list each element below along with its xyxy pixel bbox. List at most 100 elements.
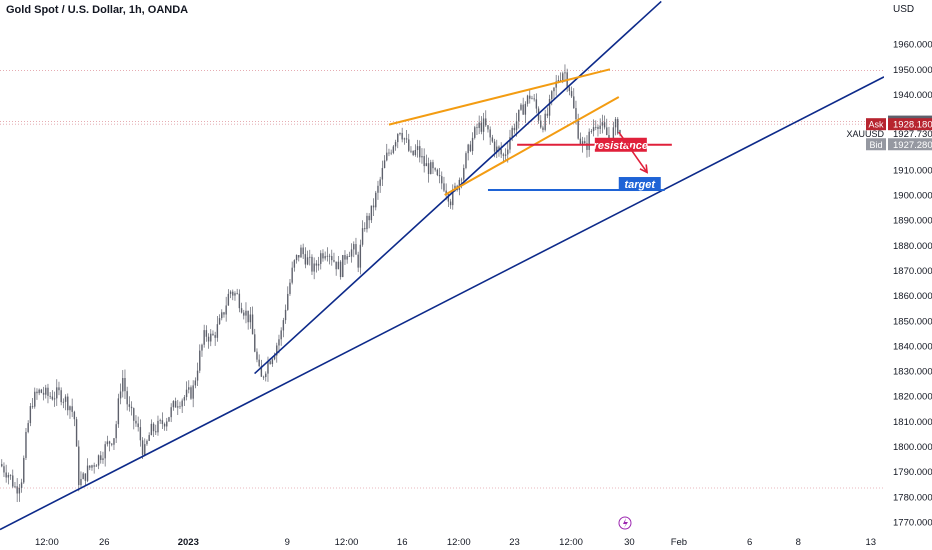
candle-body: [278, 339, 280, 346]
candle-body: [447, 194, 450, 202]
candle-body: [498, 146, 500, 150]
candle-body: [438, 175, 441, 177]
candle-body: [155, 431, 157, 433]
candle-body: [203, 330, 205, 345]
candle-body: [370, 205, 373, 221]
bid-price-value: 1927.280: [893, 140, 932, 151]
candle-body: [293, 260, 296, 268]
candle-body: [311, 256, 313, 272]
candle-body: [254, 334, 256, 352]
y-tick-label: 1900.000: [893, 191, 932, 202]
candle-body: [18, 487, 21, 494]
candle-body: [386, 152, 388, 161]
candle-body: [284, 309, 287, 321]
x-tick-label: 16: [397, 537, 408, 548]
candle-body: [82, 473, 84, 480]
candle-body: [258, 359, 260, 367]
candle-body: [218, 318, 221, 325]
candle-body: [463, 167, 465, 180]
candle-body: [306, 257, 309, 265]
candle-body: [513, 127, 516, 131]
x-tick-label: 8: [796, 537, 801, 548]
candle-body: [144, 444, 146, 455]
candle-body: [403, 138, 406, 140]
candle-body: [276, 345, 278, 356]
candle-body: [104, 444, 106, 459]
candle-body: [64, 396, 67, 402]
candle-body: [309, 256, 311, 258]
candle-body: [38, 389, 40, 394]
candle-body: [298, 255, 300, 258]
candle-body: [67, 396, 69, 411]
y-tick-label: 1860.000: [893, 291, 932, 302]
candle-body: [251, 314, 254, 335]
candle-body: [390, 152, 392, 154]
down-arrow-head: [639, 164, 649, 174]
candle-body: [529, 95, 531, 99]
x-tick-label: Feb: [671, 537, 687, 548]
candle-body: [599, 125, 601, 129]
candle-body: [469, 144, 472, 152]
candle-body: [493, 141, 496, 152]
candle-body: [339, 261, 342, 278]
candle-body: [34, 391, 36, 407]
candle-body: [152, 423, 155, 432]
candle-body: [16, 486, 18, 494]
candle-body: [282, 320, 285, 331]
candle-body: [36, 391, 38, 394]
candle-body: [273, 355, 276, 360]
candle-body: [520, 104, 522, 110]
candle-body: [194, 380, 197, 386]
bid-tag-bg: [866, 138, 886, 151]
candle-body: [315, 263, 318, 266]
candle-body: [414, 150, 417, 156]
candle-body: [568, 87, 571, 92]
candle-body: [179, 406, 181, 408]
target-label-bg: [618, 177, 661, 192]
candle-body: [337, 261, 340, 270]
candle-body: [526, 95, 529, 104]
candle-body: [335, 261, 337, 270]
candle-body: [210, 333, 212, 342]
candle-body: [249, 314, 252, 323]
candle-body: [364, 228, 366, 230]
candle-body: [73, 411, 76, 420]
candle-body: [271, 359, 274, 365]
candle-body: [240, 308, 243, 313]
candle-body: [130, 406, 133, 409]
candle-body: [443, 183, 445, 191]
price-tag-plain: XAUUSD 1927.730: [846, 129, 932, 140]
candle-body: [5, 472, 7, 478]
candle-body: [586, 143, 588, 150]
candle-body: [137, 423, 139, 428]
candle-body: [419, 146, 421, 158]
candle-body: [95, 465, 98, 467]
candle-body: [535, 99, 538, 109]
candle-body: [430, 162, 432, 174]
candle-body: [502, 154, 505, 156]
candle-body: [172, 401, 175, 408]
x-tick-label: 12:00: [447, 537, 471, 548]
candle-body: [161, 420, 164, 424]
candle-body: [357, 254, 359, 268]
candle-body: [115, 424, 117, 439]
candle-body: [183, 397, 186, 401]
currency-label: USD: [893, 4, 915, 15]
y-tick-label: 1770.000: [893, 517, 932, 528]
y-tick-label: 1940.000: [893, 90, 932, 101]
candle-body: [108, 441, 111, 444]
candle-body: [313, 263, 315, 272]
candle-body: [150, 423, 153, 436]
x-tick-label: 26: [99, 537, 110, 548]
candle-body: [267, 361, 269, 374]
lightning-icon: [618, 516, 632, 530]
candle-body: [375, 192, 377, 208]
candle-body: [346, 256, 348, 260]
candle-body: [322, 253, 324, 259]
y-tick-label: 1910.000: [893, 165, 932, 176]
candle-body: [454, 185, 456, 190]
candle-body: [3, 466, 5, 473]
trendline: [0, 76, 885, 531]
drawings[interactable]: resistance target: [0, 0, 885, 531]
